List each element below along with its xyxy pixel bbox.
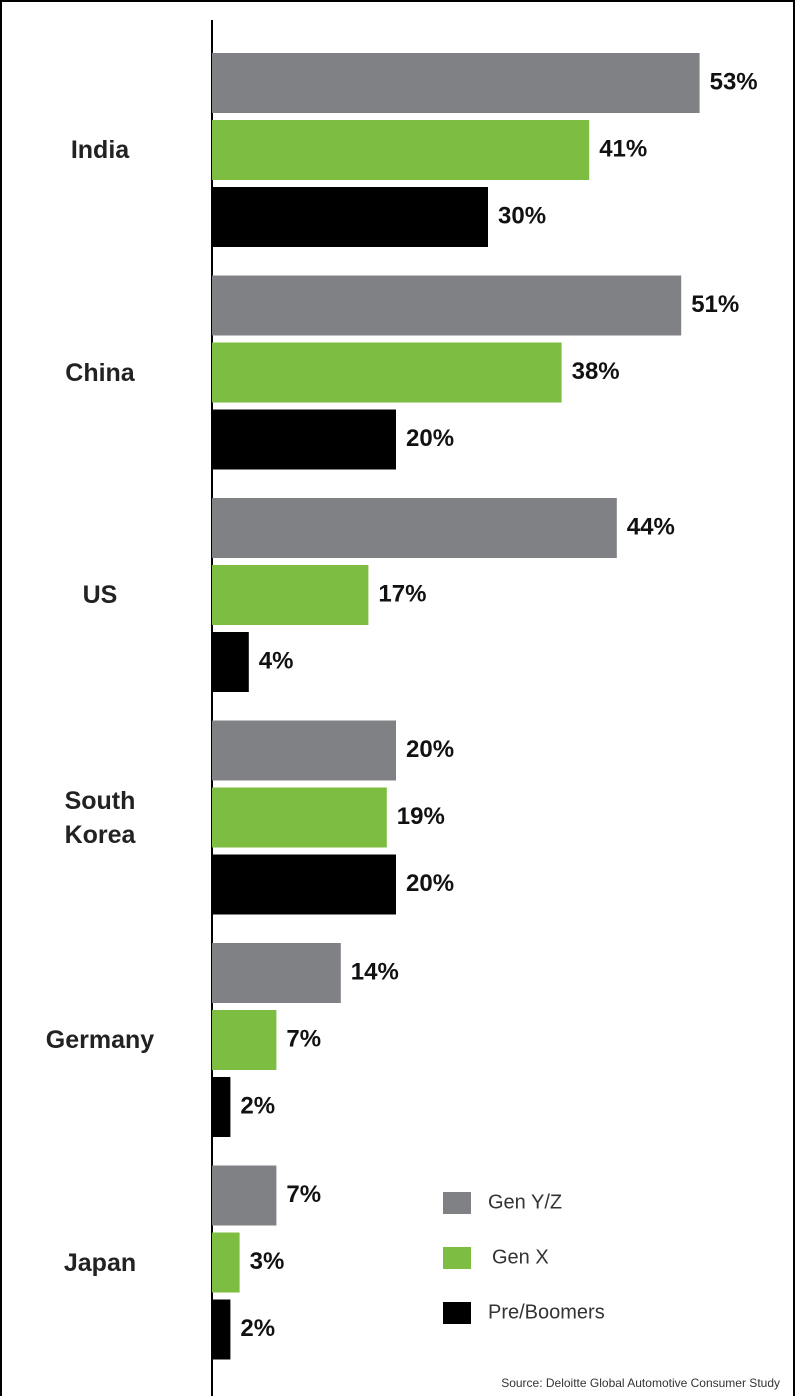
- value-label: 20%: [406, 736, 454, 763]
- value-label: 7%: [286, 1181, 321, 1208]
- bar: [212, 943, 341, 1003]
- bar: [212, 1232, 240, 1293]
- bar: [212, 53, 700, 113]
- value-label: 7%: [286, 1025, 321, 1052]
- value-label: 30%: [498, 202, 546, 229]
- bar: [212, 498, 617, 558]
- bar: [212, 275, 682, 336]
- source-note: Source: Deloitte Global Automotive Consu…: [501, 1376, 780, 1390]
- bar: [212, 1010, 277, 1070]
- bar: [212, 1077, 231, 1137]
- bar: [212, 632, 249, 692]
- category-label: US: [82, 581, 118, 609]
- value-label: 53%: [710, 68, 758, 95]
- value-label: 20%: [406, 425, 454, 452]
- value-label: 4%: [259, 647, 294, 674]
- bar: [212, 565, 369, 625]
- legend-swatch: [443, 1247, 471, 1269]
- value-label: 2%: [240, 1092, 275, 1119]
- legend-label: Gen Y/Z: [488, 1191, 562, 1213]
- bar: [212, 187, 488, 247]
- category-label: South Korea: [64, 786, 136, 849]
- bar: [212, 1299, 231, 1360]
- value-label: 19%: [397, 803, 445, 830]
- value-label: 3%: [250, 1248, 285, 1275]
- value-label: 17%: [378, 580, 426, 607]
- category-label: India: [70, 136, 130, 164]
- value-label: 51%: [691, 291, 739, 318]
- bar: [212, 342, 562, 403]
- bar: [212, 409, 396, 470]
- bar: [212, 854, 396, 915]
- legend-label: Pre/Boomers: [488, 1301, 605, 1323]
- value-label: 38%: [572, 358, 620, 385]
- value-label: 14%: [351, 958, 399, 985]
- category-label: Germany: [45, 1026, 155, 1054]
- value-label: 2%: [240, 1315, 275, 1342]
- value-label: 41%: [599, 135, 647, 162]
- category-label: Japan: [63, 1248, 137, 1277]
- category-label: China: [65, 358, 135, 387]
- value-label: 44%: [627, 513, 675, 540]
- bar: [212, 720, 396, 781]
- legend-swatch: [443, 1192, 471, 1214]
- legend-swatch: [443, 1302, 471, 1324]
- legend-label: Gen X: [492, 1246, 549, 1268]
- bar: [212, 1165, 277, 1226]
- value-label: 20%: [406, 870, 454, 897]
- bar: [212, 120, 590, 180]
- bar: [212, 787, 387, 848]
